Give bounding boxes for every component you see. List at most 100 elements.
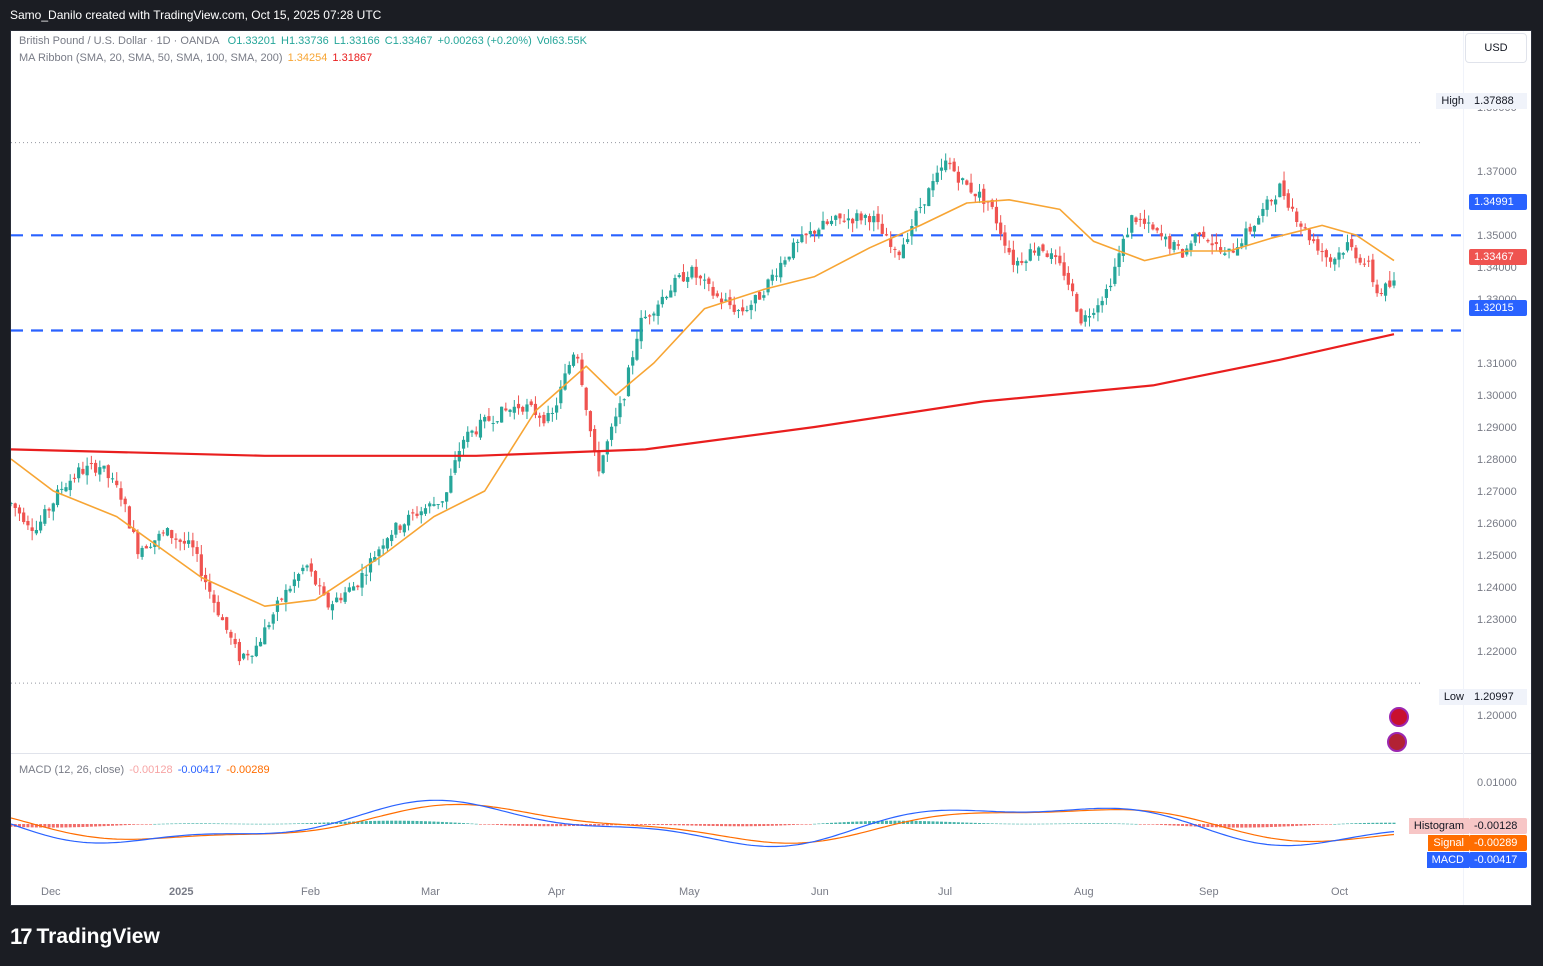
resistance-price-label: 1.34991	[1469, 194, 1527, 210]
candle-body	[901, 244, 905, 259]
macd-histogram-bar	[402, 820, 406, 824]
macd-histogram-bar	[656, 824, 660, 825]
macd-histogram-bar	[1121, 823, 1125, 825]
macd-histogram-bar	[1062, 823, 1066, 825]
macd-histogram-bar	[1071, 823, 1075, 824]
macd-histogram-bar	[1168, 824, 1172, 826]
candle-body	[127, 506, 132, 529]
macd-histogram-bar	[1333, 823, 1337, 825]
candle-body	[1155, 228, 1159, 231]
candle-body	[178, 539, 182, 542]
candle-body	[838, 213, 842, 219]
macd-histogram-bar	[47, 824, 51, 828]
candle-body	[884, 234, 889, 236]
macd-label[interactable]: MACD (12, 26, close)	[19, 764, 125, 776]
tradingview-logo[interactable]: 17 TradingView	[10, 922, 160, 952]
macd-histogram-bar	[34, 824, 38, 828]
candle-body	[26, 520, 30, 526]
macd-histogram-bar	[470, 823, 474, 825]
macd-histogram-bar	[1096, 823, 1100, 824]
candle-body	[1164, 236, 1168, 240]
macd-histogram-bar	[132, 824, 136, 825]
macd-histogram-bar	[284, 823, 288, 825]
candle-body	[423, 508, 428, 514]
macd-histogram-bar	[449, 822, 453, 824]
candle-body	[825, 221, 829, 224]
candle-body	[1007, 248, 1011, 253]
macd-histogram-bar	[106, 824, 110, 826]
candle-body	[770, 274, 774, 281]
price-tick-label: 1.26000	[1477, 518, 1517, 530]
macd-histogram-bar	[271, 823, 275, 825]
macd-histogram-bar	[1197, 824, 1201, 827]
candle-body	[766, 279, 770, 293]
macd-histogram-bar	[1003, 823, 1007, 825]
candle-body	[1227, 248, 1231, 251]
candle-body	[546, 413, 550, 422]
candle-body	[508, 409, 512, 412]
macd-histogram-bar	[952, 822, 956, 824]
symbol-name[interactable]: British Pound / U.S. Dollar · 1D · OANDA	[19, 35, 220, 47]
candle-body	[22, 512, 26, 523]
ma-label[interactable]: MA Ribbon (SMA, 20, SMA, 50, SMA, 100, S…	[19, 52, 283, 64]
candle-body	[1151, 224, 1155, 230]
candle-body	[982, 188, 986, 204]
candle-body	[601, 455, 605, 473]
macd-histogram-bar	[326, 822, 330, 824]
currency-button[interactable]: USD	[1465, 33, 1527, 63]
macd-histogram-bar	[1231, 824, 1235, 828]
macd-histogram-bar	[1290, 824, 1294, 827]
macd-histogram-bar	[923, 821, 927, 824]
macd-histogram-bar	[1329, 824, 1333, 825]
time-tick-label: Sep	[1199, 886, 1219, 898]
candle-body	[690, 266, 694, 278]
us-flag-icon[interactable]	[1387, 732, 1407, 752]
macd-histogram-bar	[1083, 823, 1087, 824]
macd-histogram-bar	[813, 823, 817, 825]
candle-body	[1125, 234, 1130, 238]
macd-histogram-bar	[1087, 823, 1091, 824]
macd-histogram-bar	[356, 821, 360, 824]
candle-body	[609, 426, 614, 440]
time-tick-label: Aug	[1074, 886, 1094, 898]
time-tick-label: May	[679, 886, 700, 898]
macd-histogram-bar	[1181, 824, 1185, 826]
candle-body	[796, 241, 800, 243]
macd-histogram-bar	[665, 824, 669, 826]
candle-body	[504, 408, 508, 411]
candle-body	[233, 638, 237, 645]
candle-body	[851, 218, 855, 224]
macd-histogram-bar	[1257, 824, 1261, 828]
candle-body	[170, 530, 174, 539]
macd-histogram-bar	[1126, 823, 1130, 825]
candle-body	[1054, 255, 1058, 258]
macd-histogram-bar	[457, 822, 461, 824]
macd-histogram-bar	[893, 820, 897, 824]
macd-histogram-bar	[43, 824, 47, 828]
candle-body	[72, 477, 77, 479]
macd-histogram-bar	[724, 824, 728, 827]
candle-body	[1147, 222, 1151, 224]
ma-slow-value: 1.31867	[332, 52, 373, 64]
macd-histogram-bar	[1240, 824, 1244, 828]
macd-histogram-bar	[880, 820, 884, 824]
uk-flag-icon[interactable]	[1389, 707, 1409, 727]
macd-histogram-bar	[72, 824, 76, 828]
candle-body	[419, 511, 423, 516]
macd-histogram-bar	[910, 820, 914, 824]
candle-body	[208, 582, 212, 592]
macd-histogram-bar	[1130, 823, 1134, 825]
macd-histogram-bar	[1117, 823, 1121, 825]
candle-body	[956, 171, 960, 183]
candle-body	[1062, 262, 1066, 276]
macd-histogram-bar	[81, 824, 85, 827]
chart-frame[interactable]: 1.390001.370001.360001.350001.340001.330…	[10, 30, 1532, 906]
time-tick-label: Feb	[301, 886, 320, 898]
candle-body	[1210, 243, 1214, 246]
candle-body	[267, 625, 271, 628]
time-tick-label: Dec	[41, 886, 61, 898]
macd-histogram-bar	[969, 822, 973, 824]
candle-body	[842, 220, 846, 222]
macd-histogram-bar	[432, 821, 436, 824]
chart-canvas[interactable]: 1.390001.370001.360001.350001.340001.330…	[11, 31, 1532, 906]
